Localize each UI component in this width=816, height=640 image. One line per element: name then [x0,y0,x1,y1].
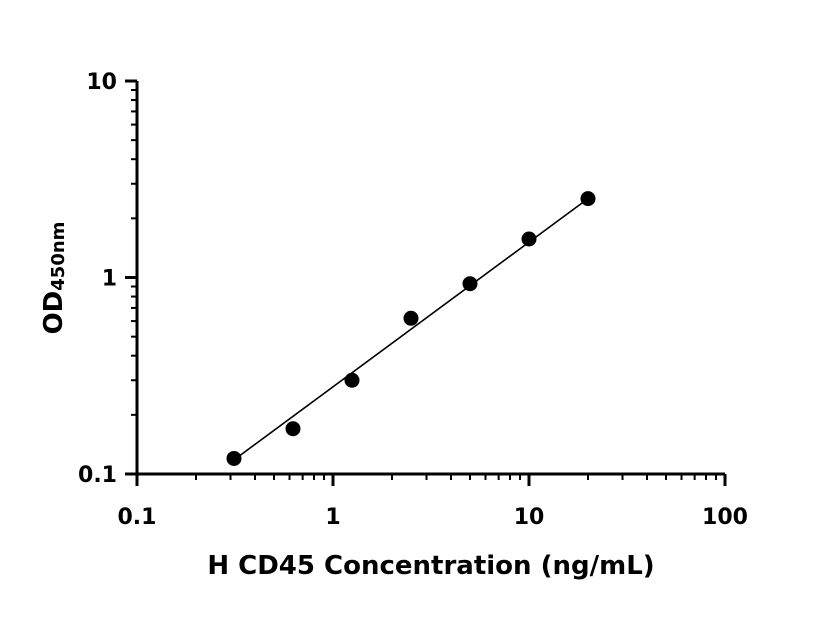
x-tick-label: 100 [702,505,748,530]
axes [125,79,727,486]
x-tick-label: 0.1 [118,505,157,530]
data-point [285,421,301,437]
x-tick-label: 1 [325,505,340,530]
y-axis-title-subscript: 450nm [48,222,69,291]
x-axis-title: H CD45 Concentration (ng/mL) [207,551,654,581]
x-tick-label: 10 [514,505,545,530]
tick-labels: 0.1 1 10 100 0.1 1 10 [78,70,748,530]
data-points [226,191,596,466]
y-axis-title-main: OD [39,291,69,335]
y-tick-label: 0.1 [78,463,117,488]
data-point [344,372,360,388]
data-point [226,450,242,466]
data-point [403,310,419,326]
data-point [521,231,537,247]
y-tick-label: 10 [86,70,117,95]
y-axis-title: OD450nm [39,222,69,335]
data-point [580,191,596,207]
data-point [462,276,478,292]
y-tick-label: 1 [102,267,117,292]
